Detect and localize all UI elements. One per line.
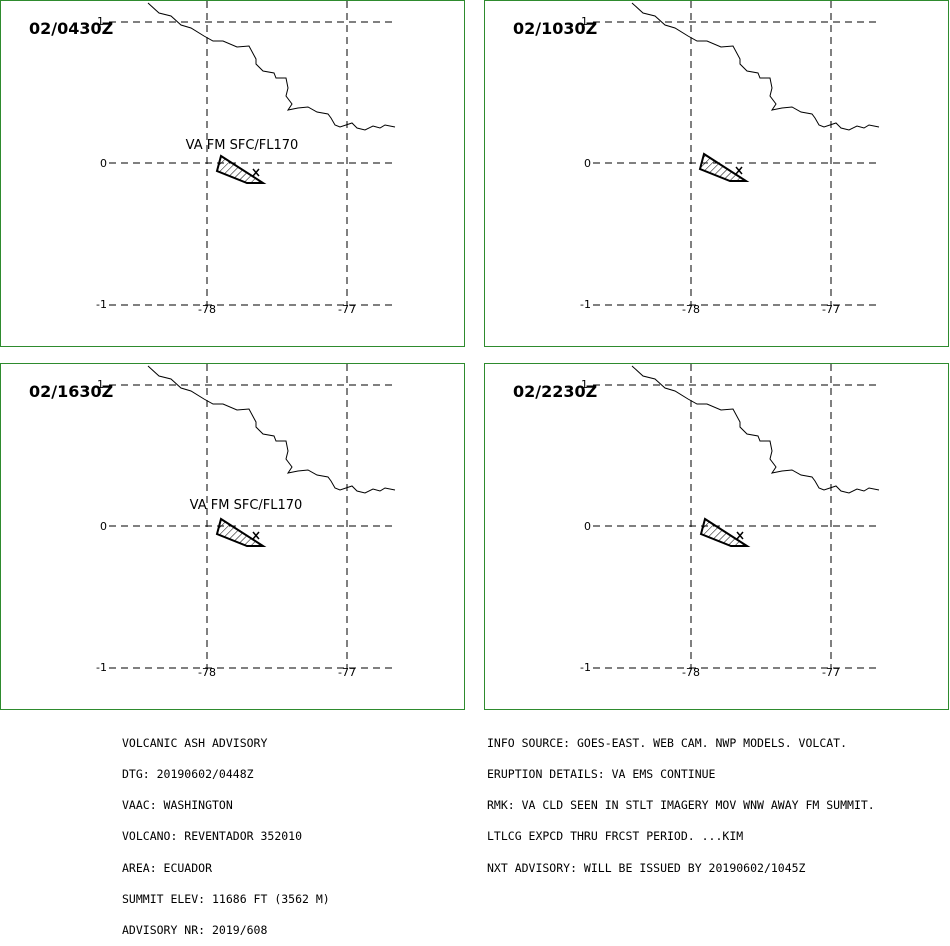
forecast-panel-1: 1 0 -1 -78 -77 VA FM SFC/FL170 02/0430Z	[0, 0, 465, 347]
latitude-label: -1	[96, 661, 107, 674]
ash-cloud-label: VA FM SFC/FL170	[186, 138, 299, 153]
advisory-line: ERUPTION DETAILS: VA EMS CONTINUE	[487, 767, 716, 782]
advisory-line: LTLCG EXPCD THRU FRCST PERIOD. ...KIM	[487, 829, 744, 844]
panel-time: 02/1030Z	[513, 19, 598, 38]
latitude-label: -1	[580, 661, 591, 674]
latitude-label: 0	[584, 520, 591, 533]
advisory-line: SUMMIT ELEV: 11686 FT (3562 M)	[122, 891, 330, 906]
forecast-panel-3: 1 0 -1 -78 -77 VA FM SFC/FL170 02/1630Z	[0, 363, 465, 710]
latitude-label: 1	[97, 15, 104, 28]
advisory-header-block: VOLCANIC ASH ADVISORY DTG: 20190602/0448…	[122, 717, 330, 946]
map-graphics: 1 0 -1 -78 -77 VA FM SFC/FL170	[96, 364, 397, 679]
latitude-label: -1	[96, 298, 107, 311]
advisory-line: VAAC: WASHINGTON	[122, 798, 233, 813]
ash-cloud-polygon	[215, 154, 267, 184]
ash-cloud-polygon	[699, 517, 751, 547]
coastline	[631, 365, 880, 494]
graticule	[593, 1, 881, 306]
longitude-label: -78	[682, 666, 700, 679]
summit-marker	[252, 531, 260, 540]
graticule	[593, 364, 881, 669]
longitude-label: -78	[198, 666, 216, 679]
advisory-line: DTG: 20190602/0448Z	[122, 767, 254, 782]
longitude-label: -78	[682, 303, 700, 316]
latitude-label: 1	[97, 378, 104, 391]
summit-marker	[736, 531, 744, 540]
latitude-label: 0	[100, 157, 107, 170]
ash-cloud-polygon	[215, 517, 267, 547]
advisory-line: INFO SOURCE: GOES-EAST. WEB CAM. NWP MOD…	[487, 735, 848, 750]
graticule	[109, 364, 397, 669]
longitude-label: -78	[198, 303, 216, 316]
coastline	[147, 365, 396, 494]
latitude-label: 1	[581, 15, 588, 28]
latitude-label: 1	[581, 378, 588, 391]
longitude-label: -77	[338, 666, 356, 679]
map-graphics: 1 0 -1 -78 -77 VA FM SFC/FL170	[96, 1, 397, 316]
summit-marker	[252, 168, 260, 177]
longitude-label: -77	[822, 666, 840, 679]
longitude-label: -77	[338, 303, 356, 316]
advisory-line: VOLCANO: REVENTADOR 352010	[122, 829, 303, 844]
advisory-line: ADVISORY NR: 2019/608	[122, 923, 268, 938]
graticule	[109, 1, 397, 306]
panel-time: 02/0430Z	[29, 19, 114, 38]
ash-cloud-polygon	[698, 152, 750, 182]
panel-time: 02/1630Z	[29, 382, 114, 401]
advisory-line: RMK: VA CLD SEEN IN STLT IMAGERY MOV WNW…	[487, 798, 875, 813]
advisory-details-block: INFO SOURCE: GOES-EAST. WEB CAM. NWP MOD…	[487, 717, 875, 883]
coastline	[147, 2, 396, 131]
latitude-label: 0	[584, 157, 591, 170]
coastline	[631, 2, 880, 131]
panel-time: 02/2230Z	[513, 382, 598, 401]
advisory-line: VOLCANIC ASH ADVISORY	[122, 735, 268, 750]
latitude-label: -1	[580, 298, 591, 311]
longitude-label: -77	[822, 303, 840, 316]
ash-cloud-label: VA FM SFC/FL170	[190, 498, 303, 513]
advisory-line: NXT ADVISORY: WILL BE ISSUED BY 20190602…	[487, 860, 806, 875]
latitude-label: 0	[100, 520, 107, 533]
summit-marker	[735, 166, 743, 175]
advisory-line: AREA: ECUADOR	[122, 860, 213, 875]
